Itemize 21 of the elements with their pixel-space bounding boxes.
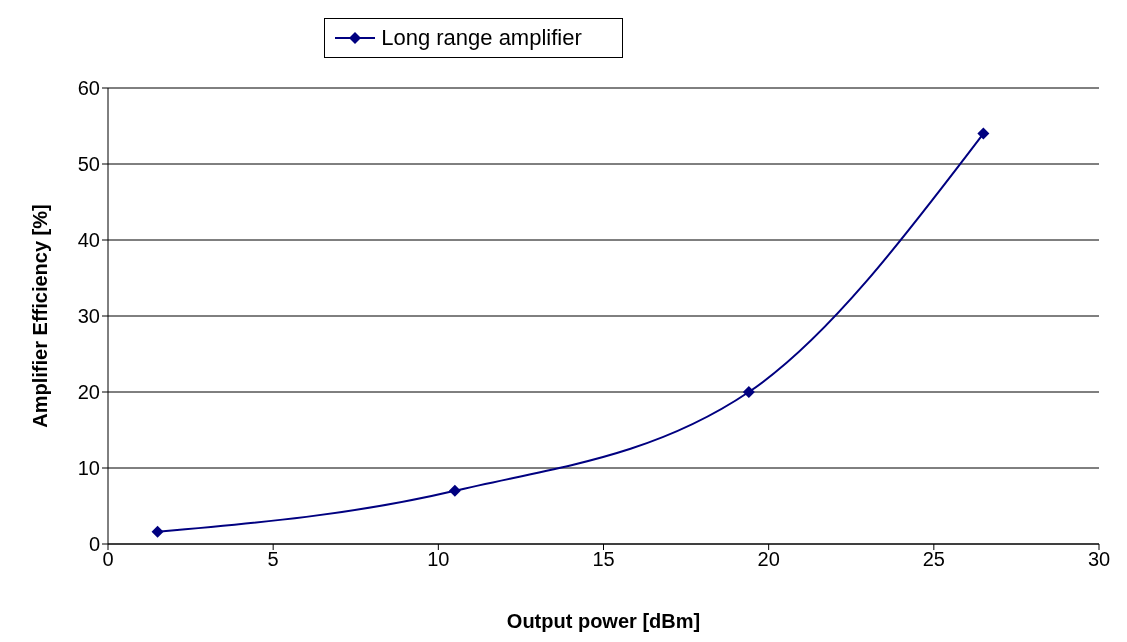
- point: [742, 386, 755, 398]
- x-tick-label: 10: [427, 548, 450, 571]
- y-tick-label: 0: [88, 533, 100, 556]
- y-tick-label: 50: [77, 153, 100, 176]
- x-tick-label: 5: [267, 548, 279, 571]
- point: [977, 127, 990, 140]
- y-tick-label: 10: [77, 457, 100, 480]
- y-tick-label: 60: [77, 77, 100, 100]
- y-tick-label: 20: [77, 381, 100, 404]
- x-axis-title: Output power [dBm]: [506, 610, 701, 633]
- y-tick-label: 40: [77, 229, 100, 252]
- y-axis-title: Amplifier Efficiency [%]: [29, 204, 52, 428]
- x-tick-label: 15: [592, 548, 615, 571]
- x-tick-label: 0: [102, 548, 114, 571]
- y-tick-label: 30: [77, 305, 100, 328]
- legend-label: Long range amplifier: [381, 25, 582, 51]
- point: [151, 525, 164, 538]
- x-tick-label: 20: [757, 548, 780, 571]
- x-tick-label: 25: [922, 548, 945, 571]
- point: [448, 484, 461, 497]
- x-tick-label: 30: [1087, 548, 1111, 571]
